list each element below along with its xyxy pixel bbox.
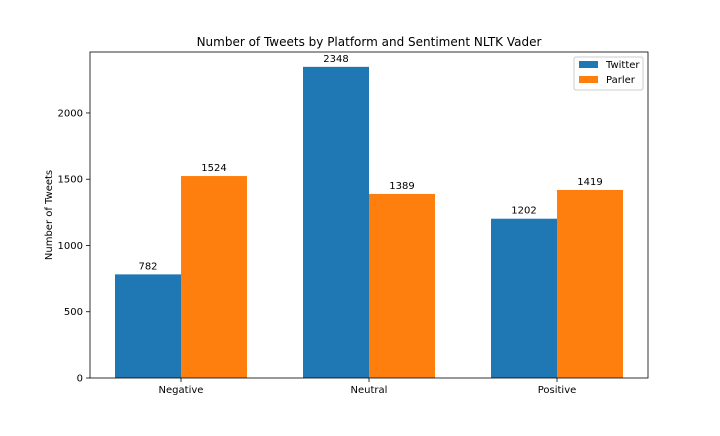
bar-parler-neutral bbox=[369, 193, 435, 378]
bar-parler-positive bbox=[557, 189, 623, 378]
y-tick-label: 2000 bbox=[58, 108, 83, 119]
data-label: 1419 bbox=[577, 177, 602, 188]
x-tick-label: Neutral bbox=[351, 385, 388, 396]
bar-twitter-positive bbox=[491, 218, 557, 378]
data-label: 1389 bbox=[389, 181, 414, 192]
legend: Twitter Parler bbox=[573, 56, 644, 91]
y-tick-label: 500 bbox=[64, 307, 83, 318]
bar-parler-negative bbox=[181, 176, 247, 378]
bar-twitter-neutral bbox=[303, 66, 369, 378]
legend-swatch-parler bbox=[579, 76, 598, 83]
x-tick-label: Positive bbox=[538, 385, 577, 396]
bar-twitter-negative bbox=[115, 274, 181, 378]
legend-label-twitter: Twitter bbox=[605, 60, 640, 71]
y-axis-label: Number of Tweets bbox=[44, 170, 55, 260]
data-label: 1524 bbox=[201, 163, 226, 174]
y-tick-label: 1000 bbox=[58, 241, 83, 252]
data-label: 782 bbox=[138, 261, 157, 272]
x-tick-label: Negative bbox=[159, 385, 204, 396]
y-tick-label: 0 bbox=[77, 374, 83, 385]
chart-title: Number of Tweets by Platform and Sentime… bbox=[197, 35, 542, 49]
data-label: 1202 bbox=[511, 206, 536, 217]
legend-swatch-twitter bbox=[579, 61, 598, 68]
legend-label-parler: Parler bbox=[606, 75, 636, 86]
data-label: 2348 bbox=[323, 54, 348, 65]
y-tick-label: 1500 bbox=[58, 175, 83, 186]
